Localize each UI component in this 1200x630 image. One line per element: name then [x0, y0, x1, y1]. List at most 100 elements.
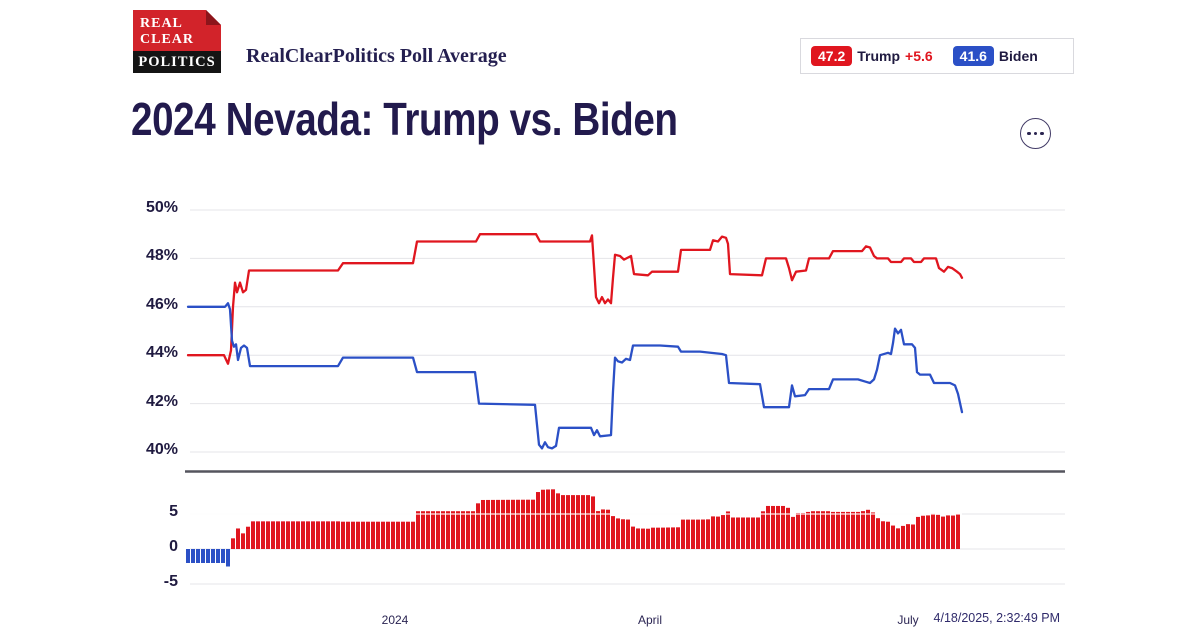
spread-bar	[266, 521, 270, 549]
spread-bar	[851, 511, 855, 549]
spread-bar	[531, 499, 535, 549]
spread-bar	[591, 496, 595, 549]
x-axis-label: April	[637, 613, 662, 627]
spread-bar	[526, 499, 530, 549]
spread-bar	[606, 509, 610, 549]
spread-bar	[371, 521, 375, 549]
spread-bar	[346, 521, 350, 549]
spread-bar	[521, 499, 525, 549]
spread-bar	[256, 521, 260, 549]
spread-bar	[846, 511, 850, 549]
spread-bar	[536, 492, 540, 549]
spread-bar	[421, 511, 425, 549]
page-fold-icon	[206, 10, 221, 25]
spread-bar	[901, 525, 905, 549]
spread-bar	[401, 521, 405, 549]
spread-bar	[721, 515, 725, 549]
spread-bar	[931, 513, 935, 549]
spread-bar	[836, 511, 840, 549]
spread-bar	[731, 517, 735, 549]
spread-bar	[781, 505, 785, 549]
spread-bar	[426, 511, 430, 549]
spread-bar	[561, 495, 565, 549]
spread-bar	[671, 527, 675, 549]
spread-bar	[911, 524, 915, 549]
spread-bar	[541, 489, 545, 549]
spread-bar	[271, 521, 275, 549]
spread-bar	[391, 521, 395, 549]
spread-bar	[276, 521, 280, 549]
spread-bar	[451, 511, 455, 549]
spread-bar	[211, 549, 215, 563]
spread-bar	[571, 495, 575, 549]
spread-bar	[501, 499, 505, 549]
spread-bar	[626, 519, 630, 549]
spread-bar	[191, 549, 195, 563]
x-axis-label: 2024	[381, 613, 409, 627]
spread-bar	[341, 521, 345, 549]
spread-bar	[636, 528, 640, 549]
spread-bar	[201, 549, 205, 563]
spread-bar	[596, 511, 600, 549]
y-axis-label-main: 40%	[145, 441, 178, 458]
spread-bar	[771, 505, 775, 549]
spread-bar	[746, 517, 750, 549]
spread-bar	[286, 521, 290, 549]
spread-bar	[701, 519, 705, 549]
spread-bar	[776, 505, 780, 549]
timestamp: 4/18/2025, 2:32:49 PM	[933, 611, 1060, 625]
spread-bar	[221, 549, 225, 563]
spread-bar	[186, 549, 190, 563]
spread-bar	[616, 518, 620, 549]
spread-bar	[486, 499, 490, 549]
spread-bar	[896, 528, 900, 549]
logo-text-real: REAL	[140, 16, 183, 31]
spread-bar	[416, 511, 420, 549]
spread-bar	[231, 538, 235, 549]
logo-text-politics: POLITICS	[133, 51, 221, 73]
spread-bar	[716, 516, 720, 549]
biden-trend-line	[186, 302, 964, 450]
spread-bar	[936, 514, 940, 549]
spread-bar	[456, 511, 460, 549]
spread-bar	[751, 517, 755, 549]
spread-bar	[806, 511, 810, 549]
spread-bar	[461, 511, 465, 549]
spread-bar	[576, 495, 580, 549]
y-axis-label-main: 46%	[145, 295, 178, 313]
spread-bar	[366, 521, 370, 549]
spread-bar	[441, 511, 445, 549]
spread-bar	[631, 526, 635, 549]
spread-bar	[381, 521, 385, 549]
spread-bar	[376, 521, 380, 549]
spread-bar	[311, 521, 315, 549]
spread-bar	[696, 519, 700, 549]
spread-bar	[816, 511, 820, 549]
spread-bars	[186, 489, 960, 567]
spread-bar	[611, 516, 615, 549]
spread-bar	[651, 527, 655, 549]
spread-bar	[821, 511, 825, 549]
spread-bar	[336, 521, 340, 549]
spread-bar	[196, 549, 200, 563]
spread-bar	[941, 516, 945, 549]
spread-bar	[551, 489, 555, 549]
spread-bar	[926, 515, 930, 549]
more-options-button[interactable]	[1020, 118, 1051, 149]
spread-bar	[891, 525, 895, 549]
spread-bar	[511, 499, 515, 549]
spread-bar	[646, 528, 650, 549]
spread-bar	[681, 519, 685, 549]
spread-bar	[946, 515, 950, 549]
spread-bar	[476, 503, 480, 549]
rcp-logo: REAL CLEAR POLITICS	[133, 10, 221, 73]
spread-bar	[246, 526, 250, 549]
spread-bar	[466, 511, 470, 549]
spread-bar	[306, 521, 310, 549]
spread-bar	[706, 519, 710, 549]
spread-bar	[876, 518, 880, 549]
spread-bar	[351, 521, 355, 549]
y-axis-label-spread: -5	[163, 573, 178, 590]
spread-bar	[546, 489, 550, 549]
